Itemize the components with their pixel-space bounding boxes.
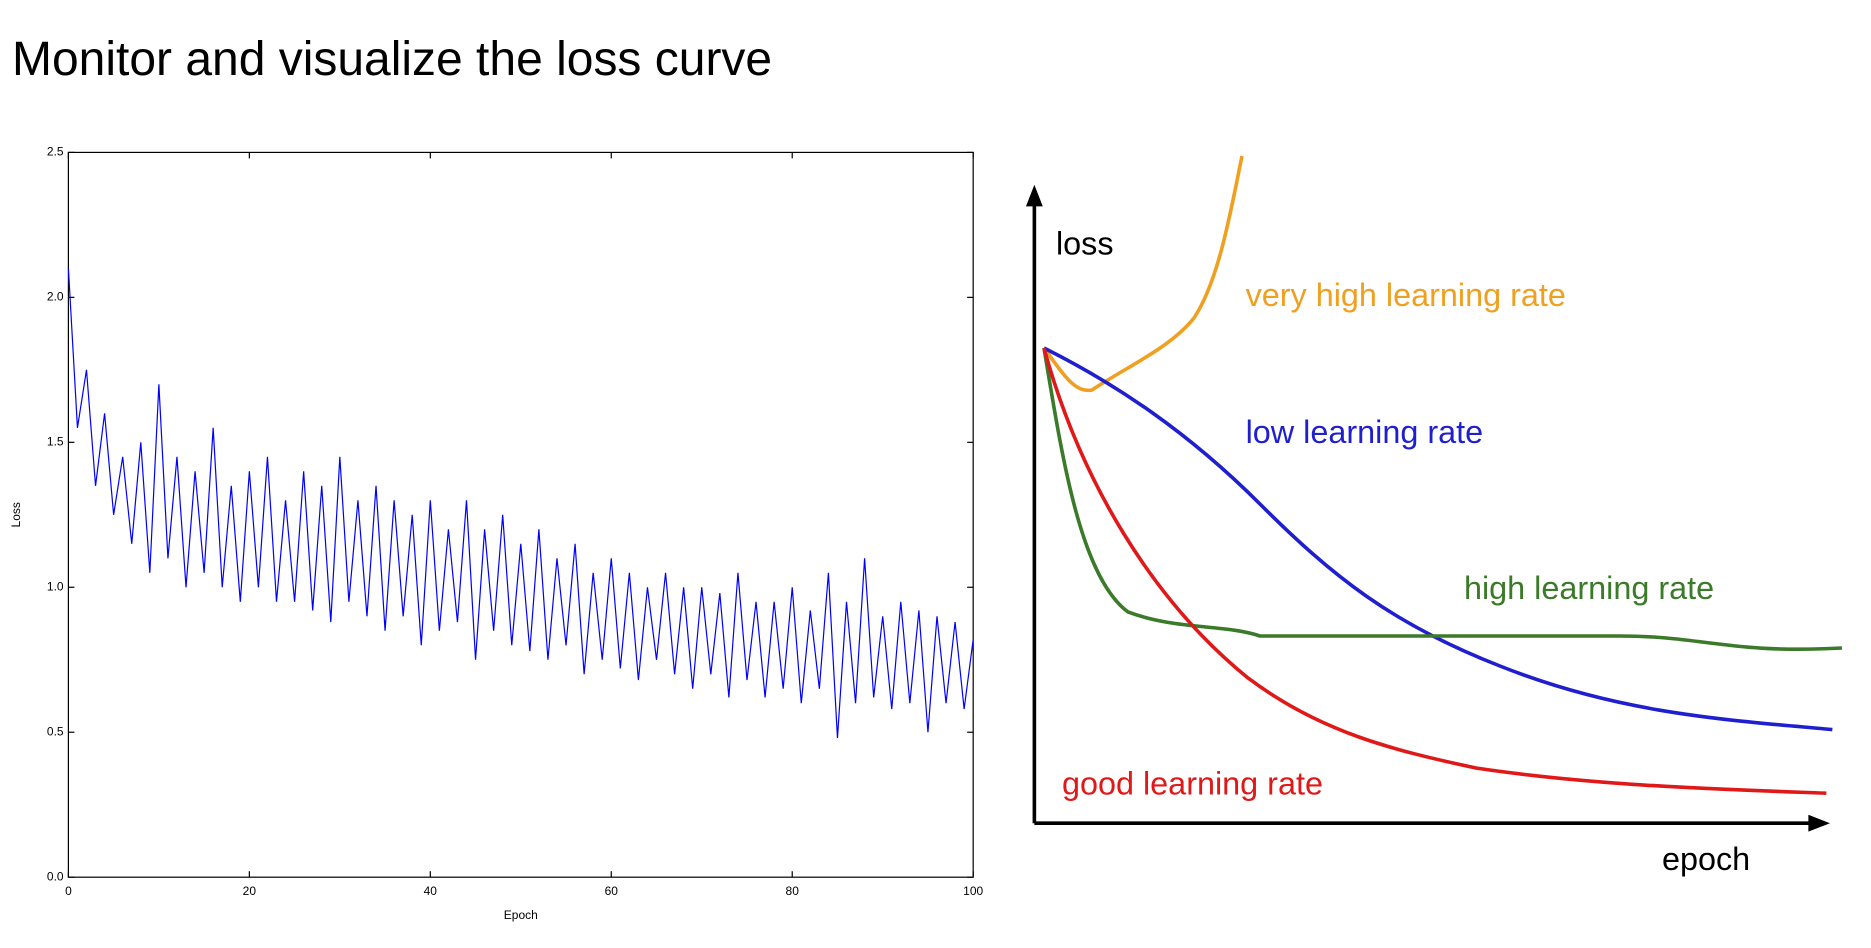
x-tick-label: 100 xyxy=(963,884,983,898)
y-tick-label: 0.5 xyxy=(47,724,64,738)
curve-label: good learning rate xyxy=(1062,766,1323,802)
curve xyxy=(1043,346,1833,732)
x-tick-label: 80 xyxy=(786,884,800,898)
y-axis-label: loss xyxy=(1056,226,1114,262)
curve-label: very high learning rate xyxy=(1246,277,1566,313)
slide-title: Monitor and visualize the loss curve xyxy=(12,33,772,86)
y-tick-label: 1.0 xyxy=(47,579,64,593)
loss-chart: Loss Epoch 0.0 0.5 1.0 1.5 2.0 2.5 0 20 40 60 80 10… xyxy=(9,145,984,922)
y-tick-label: 2.0 xyxy=(47,290,64,304)
y-tick-label: 0.0 xyxy=(47,869,64,883)
curve xyxy=(1042,347,1827,795)
schematic-diagram: loss epoch very high learning rate low l… xyxy=(1025,155,1843,877)
x-tick-label: 0 xyxy=(65,884,72,898)
y-axis-label: Loss xyxy=(9,502,23,527)
curve xyxy=(1042,155,1244,393)
x-tick-label: 40 xyxy=(424,884,438,898)
loss-line xyxy=(67,268,974,739)
curve-label: high learning rate xyxy=(1464,570,1714,606)
x-axis-label: Epoch xyxy=(504,908,538,922)
curve-label: low learning rate xyxy=(1246,414,1484,450)
x-tick-label: 20 xyxy=(243,884,257,898)
x-tick-label: 60 xyxy=(605,884,619,898)
x-axis-label: epoch xyxy=(1662,841,1750,877)
y-tick-label: 2.5 xyxy=(47,145,64,159)
plot-frame xyxy=(67,151,974,878)
arrowhead xyxy=(1808,814,1830,832)
arrowhead xyxy=(1025,184,1043,207)
curve xyxy=(1042,347,1843,652)
y-tick-label: 1.5 xyxy=(47,434,64,448)
